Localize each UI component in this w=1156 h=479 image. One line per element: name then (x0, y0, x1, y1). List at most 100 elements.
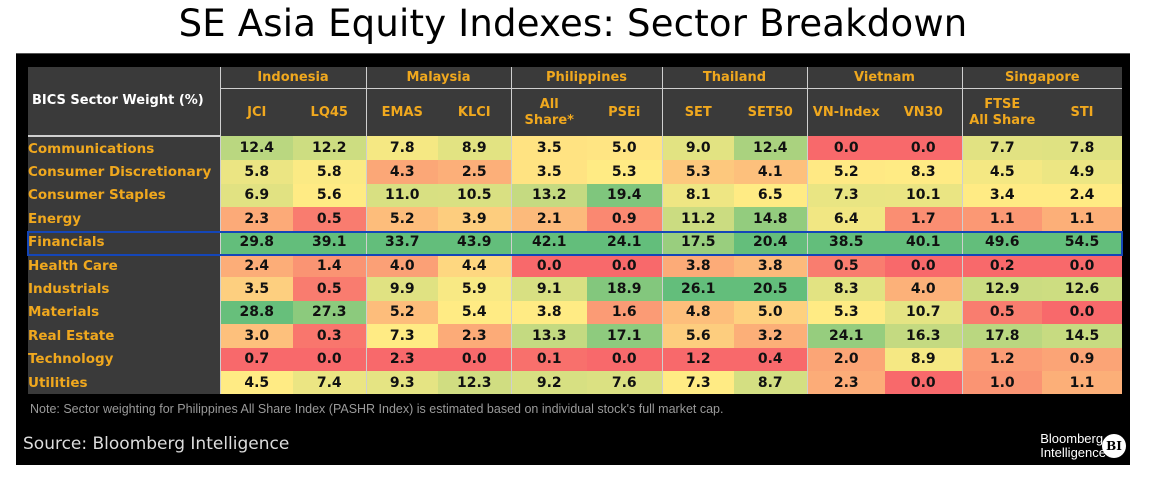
value-cell: 1.7 (885, 207, 962, 231)
value-cell: 0.0 (885, 370, 962, 395)
value-cell: 0.0 (806, 136, 885, 161)
value-cell: 4.5 (219, 370, 293, 395)
chart-title: SE Asia Equity Indexes: Sector Breakdown (178, 2, 968, 45)
value-cell: 8.3 (806, 277, 885, 301)
value-cell: 12.4 (219, 136, 293, 161)
value-cell: 6.9 (219, 183, 293, 208)
value-cell: 0.5 (806, 253, 885, 278)
value-cell: 10.5 (438, 183, 511, 208)
sector-label: Energy (28, 207, 220, 231)
value-cell: 8.3 (885, 160, 962, 184)
value-cell: 4.4 (438, 253, 511, 278)
value-cell: 8.7 (734, 370, 807, 395)
value-cell: 0.5 (961, 300, 1042, 325)
value-cell: 7.8 (1042, 136, 1122, 161)
country-header: Philippines (510, 67, 662, 89)
value-cell: 5.6 (661, 324, 734, 348)
sector-label: Utilities (28, 370, 220, 395)
value-cell: 42.1 (510, 230, 587, 254)
value-cell: 10.7 (885, 300, 962, 325)
value-cell: 7.3 (806, 183, 885, 208)
value-cell: 2.5 (438, 160, 511, 184)
value-cell: 0.0 (1042, 253, 1122, 278)
sector-weight-table: BICS Sector Weight (%) Indonesia Malaysia… (28, 67, 1122, 395)
value-cell: 3.4 (961, 183, 1042, 208)
table-row: Utilities 4.5 7.4 9.3 12.3 9.2 7.6 7.3 8.7 2.3 0.0… (28, 370, 1122, 395)
value-cell: 5.3 (806, 300, 885, 325)
value-cell: 1.1 (1042, 370, 1122, 395)
value-cell: 3.0 (219, 324, 293, 348)
value-cell: 8.9 (885, 347, 962, 371)
value-cell: 3.8 (734, 253, 807, 278)
value-cell: 40.1 (885, 230, 962, 254)
value-cell: 38.5 (806, 230, 885, 254)
value-cell: 11.2 (661, 207, 734, 231)
value-cell: 4.9 (1042, 160, 1122, 184)
value-cell: 7.8 (365, 136, 438, 161)
value-cell: 5.2 (365, 300, 438, 325)
value-cell: 27.3 (293, 300, 366, 325)
value-cell: 0.0 (1042, 300, 1122, 325)
country-header: Singapore (961, 67, 1122, 89)
value-cell: 3.5 (219, 277, 293, 301)
value-cell: 49.6 (961, 230, 1042, 254)
table-row: Consumer Discretionary 5.8 5.8 4.3 2.5 3.5 5.3… (28, 160, 1122, 184)
value-cell: 0.9 (587, 207, 662, 231)
index-header: EMAS (365, 88, 438, 136)
value-cell: 5.8 (219, 160, 293, 184)
value-cell: 3.8 (661, 253, 734, 278)
value-cell: 5.2 (806, 160, 885, 184)
value-cell: 11.0 (365, 183, 438, 208)
value-cell: 5.8 (293, 160, 366, 184)
table-row: Consumer Staples 6.9 5.6 11.0 10.5 13.2 19.4 8.… (28, 183, 1122, 208)
value-cell: 4.1 (734, 160, 807, 184)
sector-label: Real Estate (28, 324, 220, 348)
sector-label: Industrials (28, 277, 220, 301)
value-cell: 1.2 (961, 347, 1042, 371)
logo-line-2: Intelligence (1040, 445, 1106, 460)
table-row: Energy 2.3 0.5 5.2 3.9 2.1 0.9 11.2 14.8 6.4 1.7 1.… (28, 207, 1122, 231)
value-cell: 54.5 (1042, 230, 1122, 254)
value-cell: 9.2 (510, 370, 587, 395)
value-cell: 1.2 (661, 347, 734, 371)
value-cell: 3.5 (510, 160, 587, 184)
index-header: SET (661, 88, 734, 136)
value-cell: 5.0 (734, 300, 807, 325)
value-cell: 0.0 (885, 253, 962, 278)
value-cell: 5.4 (438, 300, 511, 325)
value-cell: 5.6 (293, 183, 366, 208)
table-row: Real Estate 3.0 0.3 7.3 2.3 13.3 17.1 5.6 3.2 24.… (28, 324, 1122, 348)
value-cell: 17.5 (661, 230, 734, 254)
value-cell: 2.0 (806, 347, 885, 371)
bloomberg-intelligence-logo: Bloomberg Intelligence (1040, 432, 1106, 460)
chart-panel: BICS Sector Weight (%) Indonesia Malaysia… (16, 53, 1130, 465)
sector-label: Financials (28, 230, 220, 254)
value-cell: 2.3 (219, 207, 293, 231)
value-cell: 14.5 (1042, 324, 1122, 348)
value-cell: 5.2 (365, 207, 438, 231)
table-row: Communications 12.4 12.2 7.8 8.9 3.5 5.0 9.0 12.… (28, 136, 1122, 161)
value-cell: 4.3 (365, 160, 438, 184)
value-cell: 0.0 (885, 136, 962, 161)
value-cell: 2.3 (438, 324, 511, 348)
value-cell: 0.4 (734, 347, 807, 371)
value-cell: 10.1 (885, 183, 962, 208)
value-cell: 29.8 (219, 230, 293, 254)
country-header: Vietnam (806, 67, 962, 89)
sector-label: Communications (28, 136, 220, 161)
value-cell: 20.4 (734, 230, 807, 254)
country-header: Thailand (661, 67, 807, 89)
value-cell: 0.5 (293, 207, 366, 231)
value-cell: 0.3 (293, 324, 366, 348)
value-cell: 1.6 (587, 300, 662, 325)
value-cell: 43.9 (438, 230, 511, 254)
value-cell: 5.3 (661, 160, 734, 184)
value-cell: 26.1 (661, 277, 734, 301)
value-cell: 6.4 (806, 207, 885, 231)
value-cell: 18.9 (587, 277, 662, 301)
index-header: SET50 (734, 88, 807, 136)
value-cell: 0.7 (219, 347, 293, 371)
value-cell: 5.3 (587, 160, 662, 184)
value-cell: 2.3 (365, 347, 438, 371)
index-header: KLCI (438, 88, 511, 136)
